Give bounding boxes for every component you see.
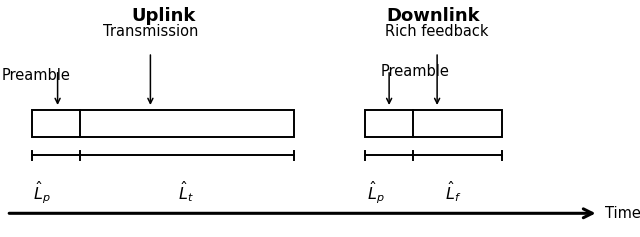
Text: Uplink: Uplink [131, 7, 195, 25]
Text: $\hat{L}_p$: $\hat{L}_p$ [33, 179, 51, 205]
Text: Preamble: Preamble [381, 64, 450, 79]
Bar [32, 110, 294, 137]
Text: $\hat{L}_p$: $\hat{L}_p$ [367, 179, 385, 205]
Text: Transmission: Transmission [102, 24, 198, 39]
Text: Downlink: Downlink [387, 7, 480, 25]
Text: Time: Time [605, 206, 640, 221]
Text: $\hat{L}_f$: $\hat{L}_f$ [445, 179, 461, 204]
Text: Rich feedback: Rich feedback [385, 24, 489, 39]
Text: $\hat{L}_t$: $\hat{L}_t$ [178, 179, 193, 204]
Text: Preamble: Preamble [1, 68, 70, 83]
Bar [365, 110, 502, 137]
